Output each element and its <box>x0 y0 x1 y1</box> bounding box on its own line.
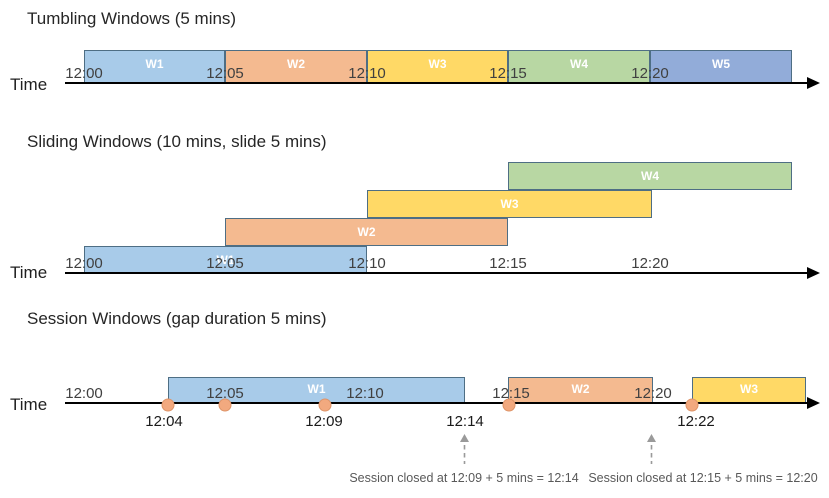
tick-label: 12:15 <box>489 65 527 82</box>
window-label: W1 <box>145 57 164 71</box>
axis-arrowhead-icon <box>807 77 820 89</box>
axis-arrowhead-icon <box>807 267 820 279</box>
time-axis-label: Time <box>10 395 48 414</box>
timeline-axis <box>65 267 820 279</box>
window-label: W3 <box>500 197 519 211</box>
window-label: W5 <box>712 57 730 71</box>
window-label: W1 <box>307 382 326 396</box>
event-dot <box>218 398 232 412</box>
window-label: W2 <box>357 225 376 239</box>
dashed-up-arrow-icon <box>645 434 658 469</box>
event-time-label: 12:22 <box>677 413 715 430</box>
event-dot <box>318 398 332 412</box>
window-label: W3 <box>428 57 447 71</box>
tick-label: 12:05 <box>206 255 244 272</box>
tick-label: 12:15 <box>489 255 527 272</box>
sliding-window-w2: W2 <box>225 218 508 246</box>
time-axis-label: Time <box>10 263 48 282</box>
window-label: W3 <box>740 382 758 396</box>
tumbling-windows-title: Tumbling Windows (5 mins) <box>27 9 237 28</box>
tumbling-window-w5: W5 <box>650 50 792 83</box>
session-close-annotation: Session closed at 12:09 + 5 mins = 12:14 <box>349 471 579 485</box>
tick-label: 12:10 <box>348 255 386 272</box>
tumbling-window-w3: W3 <box>367 50 508 83</box>
sliding-windows-title: Sliding Windows (10 mins, slide 5 mins) <box>27 132 327 151</box>
window-label: W1 <box>216 253 235 267</box>
session-window-w3: W3 <box>692 377 806 404</box>
tick-label: 12:10 <box>348 65 386 82</box>
window-label: W4 <box>570 57 588 71</box>
sliding-window-w1: W1 <box>84 246 367 274</box>
event-dot <box>685 398 699 412</box>
sliding-window-w3: W3 <box>367 190 652 218</box>
sliding-window-w4: W4 <box>508 162 792 190</box>
event-dot <box>502 398 516 412</box>
tick-label: 12:15 <box>492 385 530 402</box>
session-windows-title: Session Windows (gap duration 5 mins) <box>27 309 327 328</box>
event-time-label: 12:04 <box>145 413 183 430</box>
tumbling-window-w1: W1 <box>84 50 225 83</box>
event-dot <box>161 398 175 412</box>
tick-label: 12:00 <box>65 65 103 82</box>
tick-label: 12:00 <box>65 385 103 402</box>
session-close-annotation: Session closed at 12:15 + 5 mins = 12:20 <box>588 471 818 485</box>
window-label: W2 <box>287 57 305 71</box>
time-axis-label: Time <box>10 75 48 94</box>
tick-label: 12:20 <box>631 255 669 272</box>
timeline-axis <box>65 397 820 409</box>
tick-label: 12:05 <box>206 385 244 402</box>
tumbling-window-w4: W4 <box>508 50 650 83</box>
event-time-label: 12:09 <box>305 413 343 430</box>
tick-label: 12:00 <box>65 255 103 272</box>
event-time-label: 12:14 <box>446 413 484 430</box>
tick-label: 12:20 <box>631 65 669 82</box>
dashed-up-arrow-icon <box>458 434 471 469</box>
tick-label: 12:10 <box>346 385 384 402</box>
window-label: W2 <box>571 382 590 396</box>
window-label: W4 <box>641 169 659 183</box>
tick-label: 12:20 <box>634 385 672 402</box>
session-window-w2: W2 <box>508 377 653 404</box>
axis-arrowhead-icon <box>807 397 820 409</box>
tick-label: 12:05 <box>206 65 244 82</box>
timeline-axis <box>65 77 820 89</box>
tumbling-window-w2: W2 <box>225 50 367 83</box>
